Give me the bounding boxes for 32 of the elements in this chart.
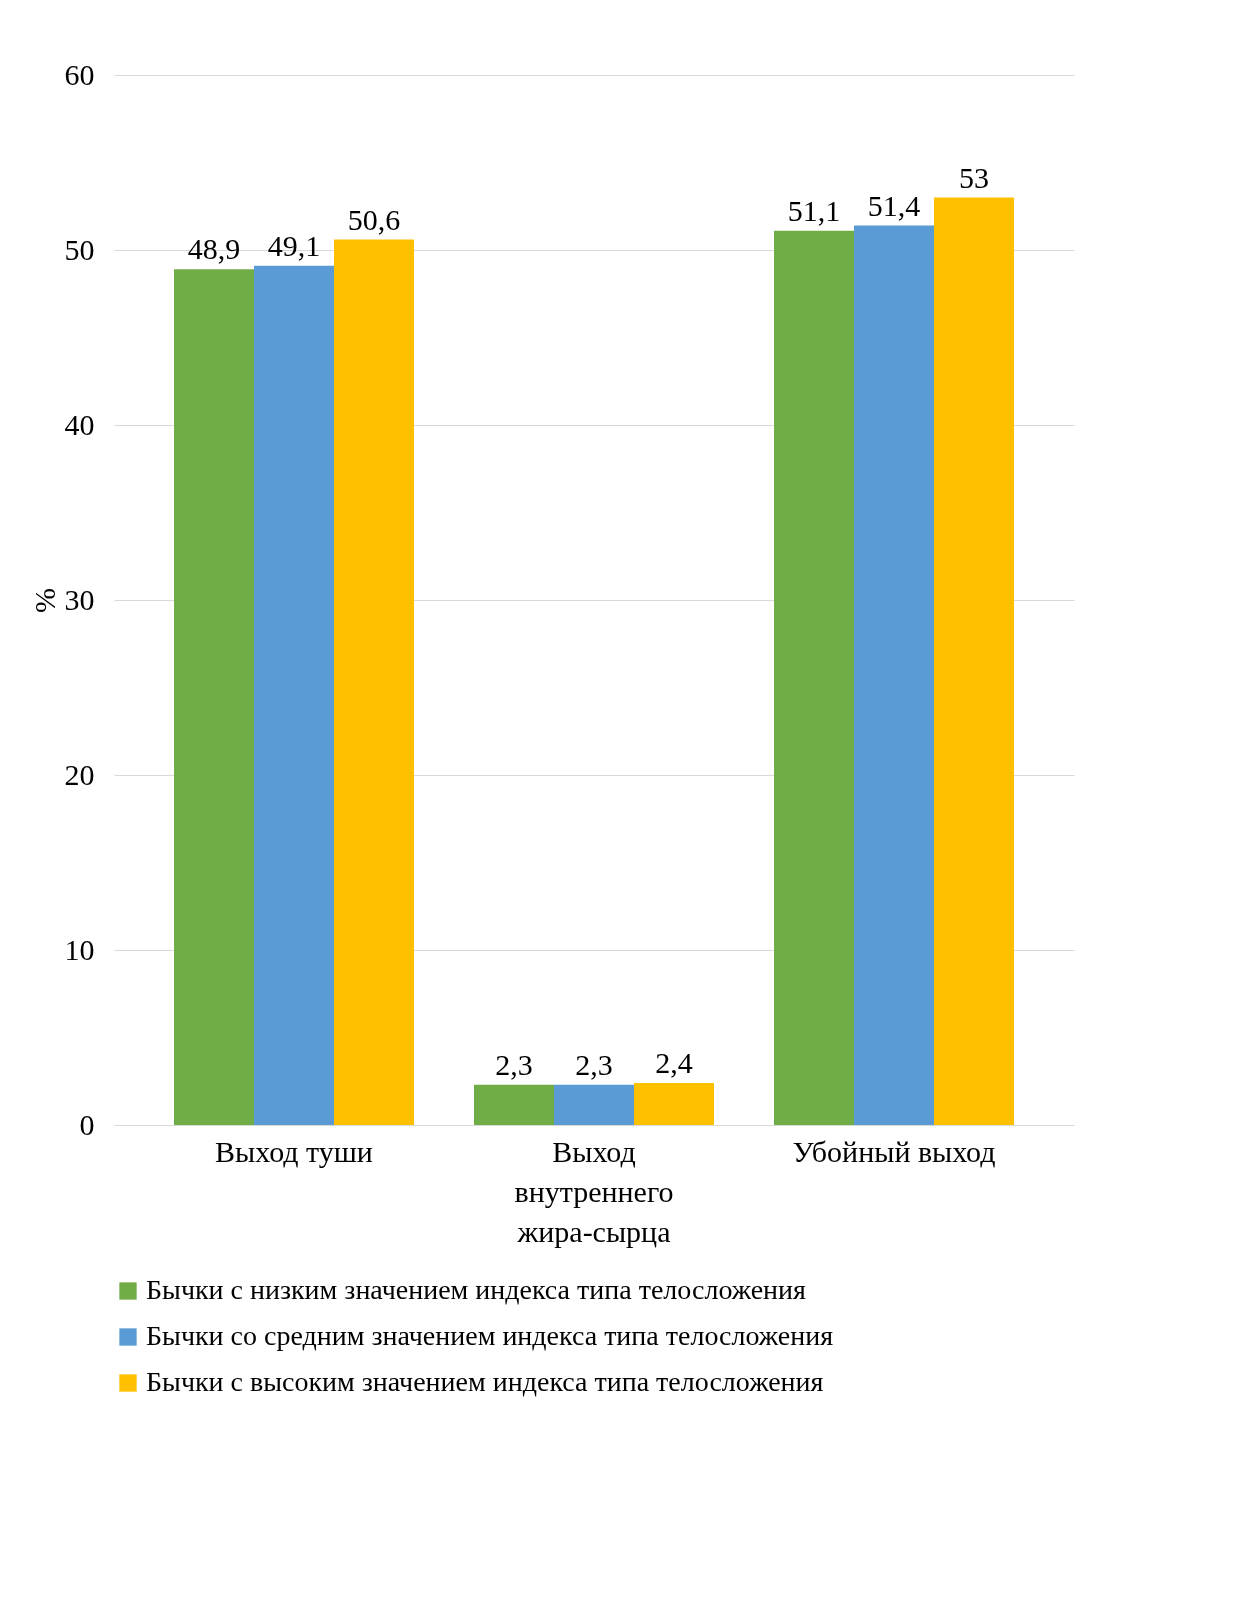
bar — [634, 1083, 714, 1125]
legend-label: Бычки с высоким значением индекса типа телосложения — [146, 1366, 824, 1397]
y-tick-label: 50 — [64, 232, 95, 266]
y-tick-label: 30 — [64, 582, 95, 616]
data-label: 51,1 — [787, 193, 841, 227]
data-label: 49,1 — [267, 228, 321, 262]
bar — [934, 197, 1014, 1125]
data-label: 2,3 — [495, 1047, 533, 1081]
bar — [254, 265, 334, 1125]
data-label: 2,4 — [655, 1046, 693, 1079]
bar — [854, 225, 934, 1125]
data-label: 50,6 — [347, 202, 401, 236]
x-tick-label: Убойный выход — [792, 1134, 996, 1168]
bar — [334, 239, 414, 1125]
y-tick-label: 10 — [64, 932, 95, 966]
y-tick-label: 0 — [79, 1107, 95, 1141]
y-tick-label: 40 — [64, 407, 95, 441]
y-axis-title: % — [27, 588, 61, 613]
data-label: 51,4 — [867, 188, 921, 222]
x-tick-label: Выход внутреннего жира-сырца — [514, 1134, 674, 1248]
legend-label: Бычки с низким значением индекса типа телосложения — [146, 1274, 807, 1305]
legend-label: Бычки со средним значением индекса типа телосложения — [146, 1320, 834, 1351]
y-tick-label: 60 — [64, 57, 95, 91]
bar — [774, 230, 854, 1125]
x-tick-label: Выход туши — [215, 1134, 373, 1168]
data-label: 48,9 — [187, 232, 241, 266]
bar — [554, 1084, 634, 1125]
data-label: 2,3 — [575, 1047, 613, 1081]
y-tick-label: 20 — [64, 757, 95, 791]
bar — [474, 1084, 554, 1125]
data-label: 53 — [959, 160, 989, 194]
bar — [174, 269, 254, 1125]
